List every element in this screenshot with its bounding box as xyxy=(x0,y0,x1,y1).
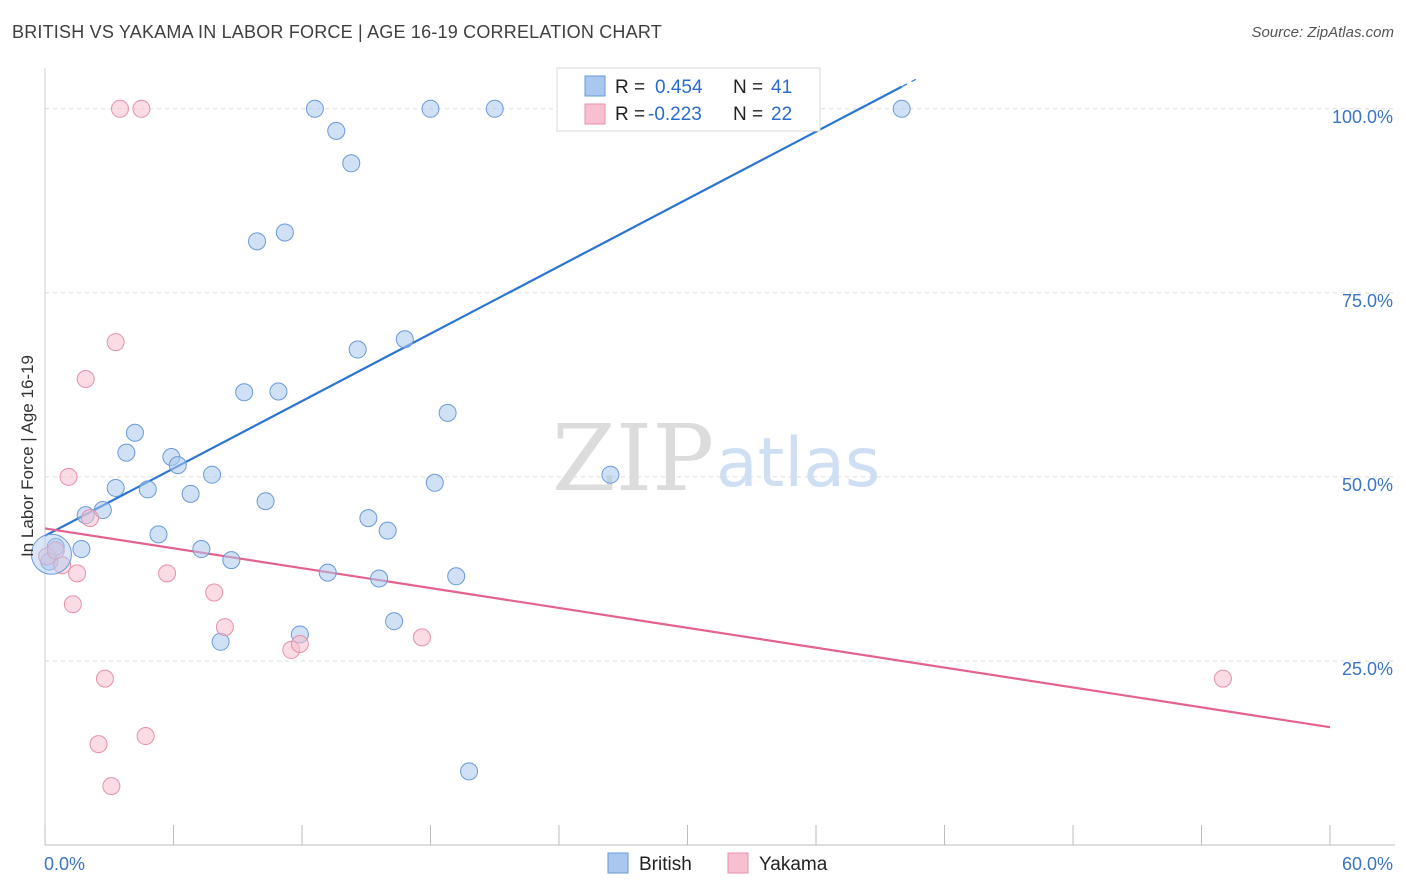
source-credit: Source: ZipAtlas.com xyxy=(1251,24,1394,41)
point-yakama-3 xyxy=(59,467,78,486)
point-british-19 xyxy=(256,492,275,511)
trend-line-yakama xyxy=(44,527,1331,729)
point-yakama-20 xyxy=(412,628,431,647)
axes xyxy=(44,68,1395,846)
trend-line-british-extension xyxy=(901,78,916,88)
y-tick-label-3: 100.0% xyxy=(1332,107,1393,127)
point-british-cluster xyxy=(30,533,72,575)
point-british-30 xyxy=(378,521,397,540)
point-british-37 xyxy=(460,762,479,781)
trend-line-british xyxy=(44,85,903,537)
point-yakama-5 xyxy=(68,564,87,583)
point-british-23 xyxy=(305,99,324,118)
point-yakama-13 xyxy=(132,99,151,118)
point-british-33 xyxy=(421,99,440,118)
point-yakama-19 xyxy=(290,635,309,654)
bottom-legend-swatch-yakama xyxy=(727,852,749,874)
point-british-31 xyxy=(385,612,404,631)
watermark-atlas: atlas xyxy=(716,424,880,503)
series-legend: British Yakama xyxy=(607,852,828,875)
point-yakama-11 xyxy=(106,333,125,352)
point-british-14 xyxy=(203,465,222,484)
legend-british-n-label: N = xyxy=(733,77,763,98)
point-yakama-14 xyxy=(136,727,155,746)
watermark-zip: ZIP xyxy=(552,405,714,512)
legend-yakama-r-value: -0.223 xyxy=(648,104,702,125)
point-yakama-15 xyxy=(158,564,177,583)
point-british-27 xyxy=(348,340,367,359)
y-tick-label-1: 50.0% xyxy=(1342,475,1393,495)
point-british-12 xyxy=(181,484,200,503)
point-british-11 xyxy=(168,456,187,475)
point-british-26 xyxy=(342,154,361,173)
point-yakama-17 xyxy=(215,618,234,637)
y-axis-label: In Labor Force | Age 16-19 xyxy=(18,355,37,557)
point-british-29 xyxy=(370,569,389,588)
point-british-9 xyxy=(149,525,168,544)
point-british-34 xyxy=(425,473,444,492)
point-yakama-4 xyxy=(63,595,82,614)
bottom-legend-yakama: Yakama xyxy=(759,854,828,875)
point-british-17 xyxy=(235,383,254,402)
point-yakama-7 xyxy=(80,509,99,528)
point-yakama-21 xyxy=(1213,669,1232,688)
bottom-legend-swatch-british xyxy=(607,852,629,874)
point-yakama-9 xyxy=(95,669,114,688)
point-british-5 xyxy=(106,478,125,497)
point-british-16 xyxy=(222,551,241,570)
point-yakama-16 xyxy=(205,583,224,602)
point-british-6 xyxy=(117,443,136,462)
legend-british-n-value: 41 xyxy=(771,77,792,98)
point-british-38 xyxy=(485,99,504,118)
point-british-20 xyxy=(269,382,288,401)
point-yakama-8 xyxy=(89,735,108,754)
legend-swatch-yakama xyxy=(584,103,606,125)
point-yakama-6 xyxy=(76,369,95,388)
point-british-24 xyxy=(318,563,337,582)
bottom-legend-british: British xyxy=(639,854,692,875)
legend-yakama-r-label: R = xyxy=(615,104,645,125)
point-british-21 xyxy=(275,223,294,242)
correlation-legend: R = 0.454 N = 41 R = -0.223 N = 22 xyxy=(556,67,821,132)
point-british-28 xyxy=(359,509,378,528)
y-tick-label-2: 75.0% xyxy=(1342,291,1393,311)
legend-yakama-n-value: 22 xyxy=(771,104,792,125)
legend-swatch-british xyxy=(584,75,606,97)
point-british-2 xyxy=(72,540,91,559)
legend-british-r-value: 0.454 xyxy=(655,77,703,98)
point-yakama-10 xyxy=(102,777,121,796)
point-british-4 xyxy=(93,501,112,520)
y-tick-label-0: 25.0% xyxy=(1342,659,1393,679)
point-british-13 xyxy=(192,540,211,559)
point-british-40 xyxy=(892,99,911,118)
chart-title: BRITISH VS YAKAMA IN LABOR FORCE | AGE 1… xyxy=(12,22,662,42)
data-points xyxy=(30,99,1232,796)
point-british-8 xyxy=(138,480,157,499)
point-yakama-12 xyxy=(110,99,129,118)
tick-labels: 25.0% 50.0% 75.0% 100.0% 0.0% 60.0% xyxy=(44,107,1393,874)
point-british-25 xyxy=(327,121,346,140)
trend-lines xyxy=(44,78,1331,729)
point-british-39 xyxy=(601,465,620,484)
point-british-36 xyxy=(447,567,466,586)
point-yakama-2 xyxy=(53,556,72,575)
legend-yakama-n-label: N = xyxy=(733,104,763,125)
point-british-7 xyxy=(125,423,144,442)
x-tick-label-0: 0.0% xyxy=(44,854,85,874)
point-british-32 xyxy=(395,330,414,349)
point-british-18 xyxy=(248,232,267,251)
x-tick-label-1: 60.0% xyxy=(1342,854,1393,874)
legend-british-r-label: R = xyxy=(615,77,645,98)
point-british-35 xyxy=(438,403,457,422)
